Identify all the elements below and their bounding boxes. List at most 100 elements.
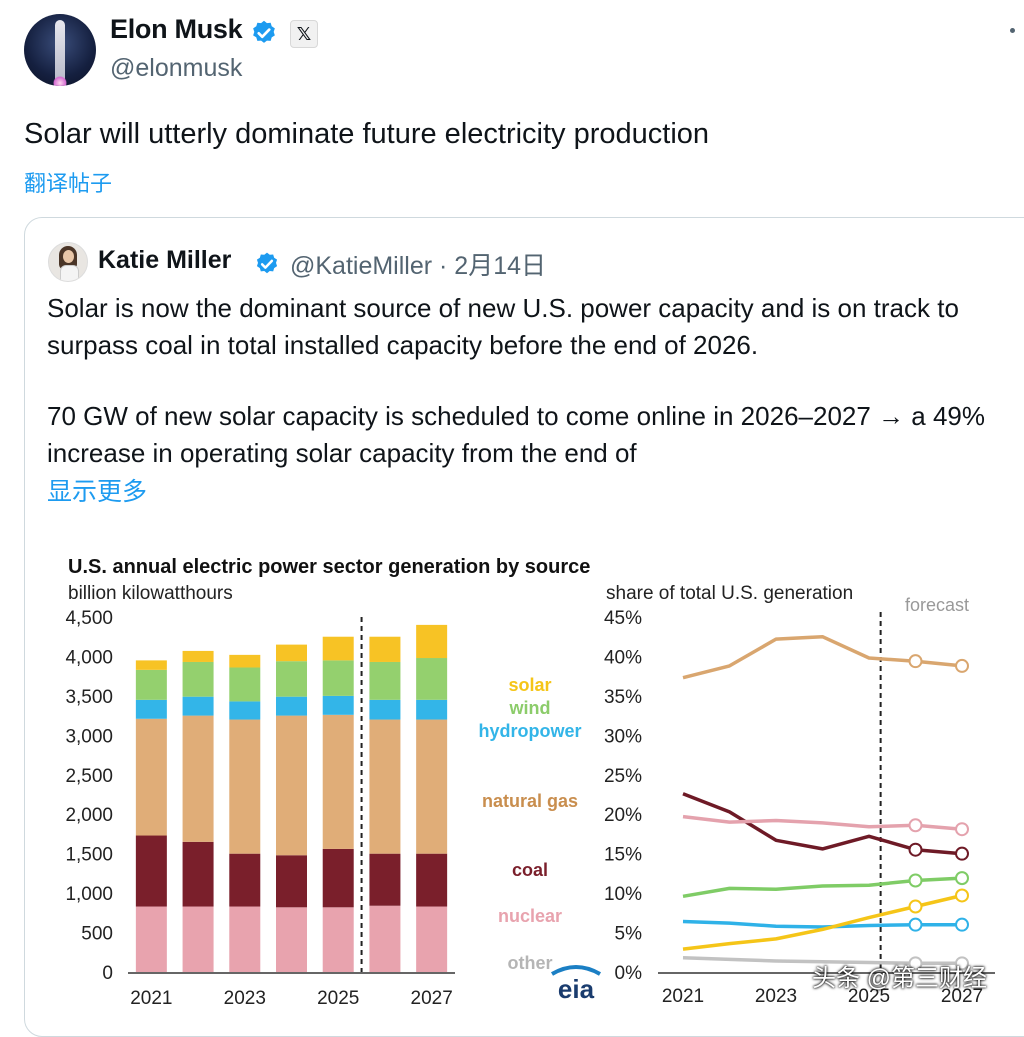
line-chart: 0% 5% 10% 15% 20% 25% 30% 35% 40% 45% 2021 2023 2025…	[604, 608, 995, 1007]
bar-segment-solar	[182, 650, 214, 662]
author-name[interactable]: Elon Musk	[110, 14, 243, 44]
bar-segment-hydropower	[229, 701, 261, 720]
forecast-point-natural-gas	[955, 658, 969, 673]
forecast-label: forecast	[905, 595, 970, 615]
post-text: Solar will utterly dominate future elect…	[24, 118, 710, 150]
legend-solar: solar	[508, 675, 552, 695]
y-tick-label: 20%	[604, 805, 642, 826]
bar-segment-solar	[416, 624, 448, 659]
legend-hydropower: hydropower	[478, 721, 582, 741]
quoted-author-avatar[interactable]	[48, 242, 88, 282]
bar-segment-coal	[369, 853, 401, 906]
author-handle[interactable]: @elonmusk	[110, 54, 243, 82]
verified-badge-icon	[253, 20, 275, 43]
y-tick-label: 500	[81, 924, 113, 945]
x-tick-label: 2027	[941, 986, 983, 1007]
forecast-point-coal	[908, 842, 923, 857]
quoted-post-meta[interactable]: @KatieMiller · 2月14日	[290, 252, 547, 280]
forecast-point-nuclear	[955, 822, 969, 837]
bar-segment-hydropower	[276, 696, 307, 716]
bar-segment-coal	[276, 855, 307, 908]
bar-segment-wind	[416, 658, 448, 700]
bar-segment-nuclear	[182, 906, 214, 972]
bar-segment-hydropower	[416, 699, 448, 720]
bar-segment-wind	[229, 667, 261, 702]
y-tick-label: 2,000	[65, 805, 113, 826]
forecast-point-solar	[955, 888, 969, 903]
legend-natural-gas: natural gas	[481, 791, 579, 811]
bar-segment-solar	[229, 654, 261, 668]
y-tick-label: 40%	[604, 647, 642, 668]
y-tick-label: 0	[102, 963, 113, 984]
more-options-icon[interactable]	[1010, 28, 1015, 33]
forecast-point-other	[908, 956, 923, 971]
y-tick-label: 5%	[615, 924, 643, 945]
author-avatar[interactable]	[24, 14, 96, 86]
x-tick-label: 2021	[662, 986, 704, 1007]
bar-segment-nuclear	[276, 907, 307, 972]
forecast-point-hydropower	[955, 917, 969, 932]
eia-logo: eia	[550, 965, 602, 1002]
rocket-flame-image	[53, 76, 67, 86]
bar-segment-coal	[229, 853, 261, 907]
translate-post-link[interactable]: 翻译帖子	[24, 171, 113, 196]
bar-segment-natural-gas	[182, 715, 214, 842]
y-tick-label: 1,000	[65, 884, 113, 905]
left-axis-unit: billion kilowatthours	[68, 583, 233, 604]
bar-segment-nuclear	[322, 907, 354, 972]
bar-segment-wind	[322, 660, 354, 696]
y-tick-label: 30%	[604, 726, 642, 747]
y-tick-label: 15%	[604, 845, 642, 866]
forecast-point-other	[955, 956, 969, 971]
forecast-point-nuclear	[908, 818, 923, 833]
bar-segment-hydropower	[182, 696, 214, 716]
x-tick-label: 2023	[224, 988, 266, 1009]
bar-segment-solar	[135, 660, 167, 670]
bar-segment-coal	[322, 848, 354, 908]
bar-segment-coal	[182, 841, 214, 907]
chart-title: U.S. annual electric power sector genera…	[68, 556, 591, 578]
show-more-link[interactable]: 显示更多	[47, 478, 148, 506]
legend-other: other	[507, 953, 553, 973]
y-tick-label: 3,500	[65, 687, 113, 708]
verified-badge-icon	[256, 252, 278, 274]
x-tick-label: 2023	[755, 986, 797, 1007]
bar-segment-coal	[416, 853, 448, 907]
x-tick-label: 2025	[848, 986, 890, 1007]
rocket-image	[55, 20, 65, 80]
bar-segment-nuclear	[416, 906, 448, 972]
quoted-author-name[interactable]: Katie Miller	[98, 246, 232, 274]
bar-segment-natural-gas	[229, 719, 261, 854]
y-tick-label: 3,000	[65, 726, 113, 747]
forecast-point-natural-gas	[908, 654, 923, 669]
bar-segment-nuclear	[229, 906, 261, 972]
bar-segment-natural-gas	[276, 715, 307, 856]
x-tick-label: 2021	[130, 988, 172, 1009]
avatar-face	[63, 250, 74, 263]
x-tick-label: 2027	[411, 988, 453, 1009]
bar-segment-hydropower	[369, 699, 401, 720]
y-tick-label: 2,500	[65, 766, 113, 787]
y-tick-label: 10%	[604, 884, 642, 905]
y-tick-label: 4,500	[65, 608, 113, 629]
forecast-point-coal	[955, 846, 969, 861]
bar-segment-nuclear	[369, 905, 401, 972]
bar-segment-solar	[322, 636, 354, 661]
watermark: 头条 @第三财经	[812, 965, 988, 992]
quoted-post-paragraph: 70 GW of new solar capacity is scheduled…	[47, 401, 985, 468]
bar-segment-solar	[276, 644, 307, 662]
forecast-point-hydropower	[908, 917, 923, 932]
y-tick-label: 35%	[604, 687, 642, 708]
bar-segment-hydropower	[135, 699, 167, 719]
y-tick-label: 4,000	[65, 647, 113, 668]
bar-segment-coal	[135, 835, 167, 907]
y-tick-label: 1,500	[65, 845, 113, 866]
right-axis-unit: share of total U.S. generation	[606, 583, 854, 604]
bar-segment-natural-gas	[416, 719, 448, 854]
x-tick-label: 2025	[317, 988, 359, 1009]
x-affiliation-badge-icon: 𝕏	[290, 20, 318, 48]
bar-segment-natural-gas	[135, 718, 167, 836]
legend-coal: coal	[511, 860, 549, 880]
y-tick-label: 25%	[604, 766, 642, 787]
bar-segment-hydropower	[322, 695, 354, 715]
